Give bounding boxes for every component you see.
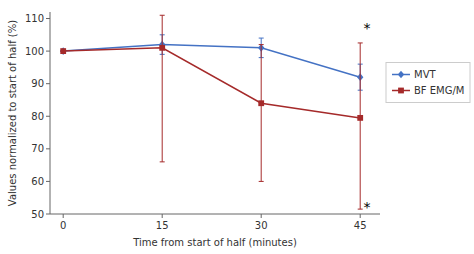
legend-frame bbox=[386, 63, 470, 103]
y-tick bbox=[46, 51, 50, 52]
legend-item: MVT bbox=[392, 69, 436, 80]
error-bar bbox=[358, 43, 363, 209]
x-tick-label: 15 bbox=[156, 220, 169, 231]
y-tick bbox=[46, 148, 50, 149]
y-tick bbox=[46, 181, 50, 182]
y-tick bbox=[46, 83, 50, 84]
y-tick-label: 110 bbox=[25, 13, 44, 24]
x-tick bbox=[261, 214, 262, 218]
error-bar bbox=[259, 45, 264, 182]
y-tick-label: 70 bbox=[31, 143, 44, 154]
annotation: * bbox=[364, 20, 371, 36]
legend-label: MVT bbox=[414, 69, 436, 80]
y-tick-label: 50 bbox=[31, 209, 44, 220]
chart: 0 15 30 45 50 60 70 80 90 100 110 Time from start o… bbox=[0, 0, 474, 254]
y-axis bbox=[50, 12, 51, 214]
legend-marker bbox=[398, 88, 404, 94]
plot-area bbox=[60, 15, 363, 209]
y-tick-label: 60 bbox=[31, 176, 44, 187]
legend-item: BF EMG/M bbox=[392, 85, 464, 96]
y-axis-label: Values normalized to start of half (%) bbox=[7, 20, 18, 206]
y-tick bbox=[46, 214, 50, 215]
x-tick-label: 30 bbox=[255, 220, 268, 231]
x-axis bbox=[50, 214, 380, 215]
x-tick-label: 0 bbox=[60, 220, 66, 231]
y-tick-label: 90 bbox=[31, 78, 44, 89]
x-tick bbox=[162, 214, 163, 218]
x-tick bbox=[63, 214, 64, 218]
y-tick bbox=[46, 116, 50, 117]
data-point bbox=[258, 100, 264, 106]
data-point bbox=[60, 48, 66, 54]
legend: MVT BF EMG/M bbox=[386, 63, 470, 103]
data-point bbox=[357, 115, 363, 121]
annotation: * bbox=[364, 199, 371, 215]
data-point bbox=[60, 47, 66, 55]
y-tick bbox=[46, 18, 50, 19]
x-axis-label: Time from start of half (minutes) bbox=[132, 237, 297, 248]
legend-marker bbox=[398, 71, 404, 79]
x-tick bbox=[360, 214, 361, 218]
x-tick-label: 45 bbox=[354, 220, 367, 231]
legend-label: BF EMG/M bbox=[414, 85, 464, 96]
data-point bbox=[159, 45, 165, 51]
series-line bbox=[63, 48, 360, 118]
y-tick-label: 80 bbox=[31, 111, 44, 122]
error-bar bbox=[160, 15, 165, 162]
y-tick-label: 100 bbox=[25, 46, 44, 57]
